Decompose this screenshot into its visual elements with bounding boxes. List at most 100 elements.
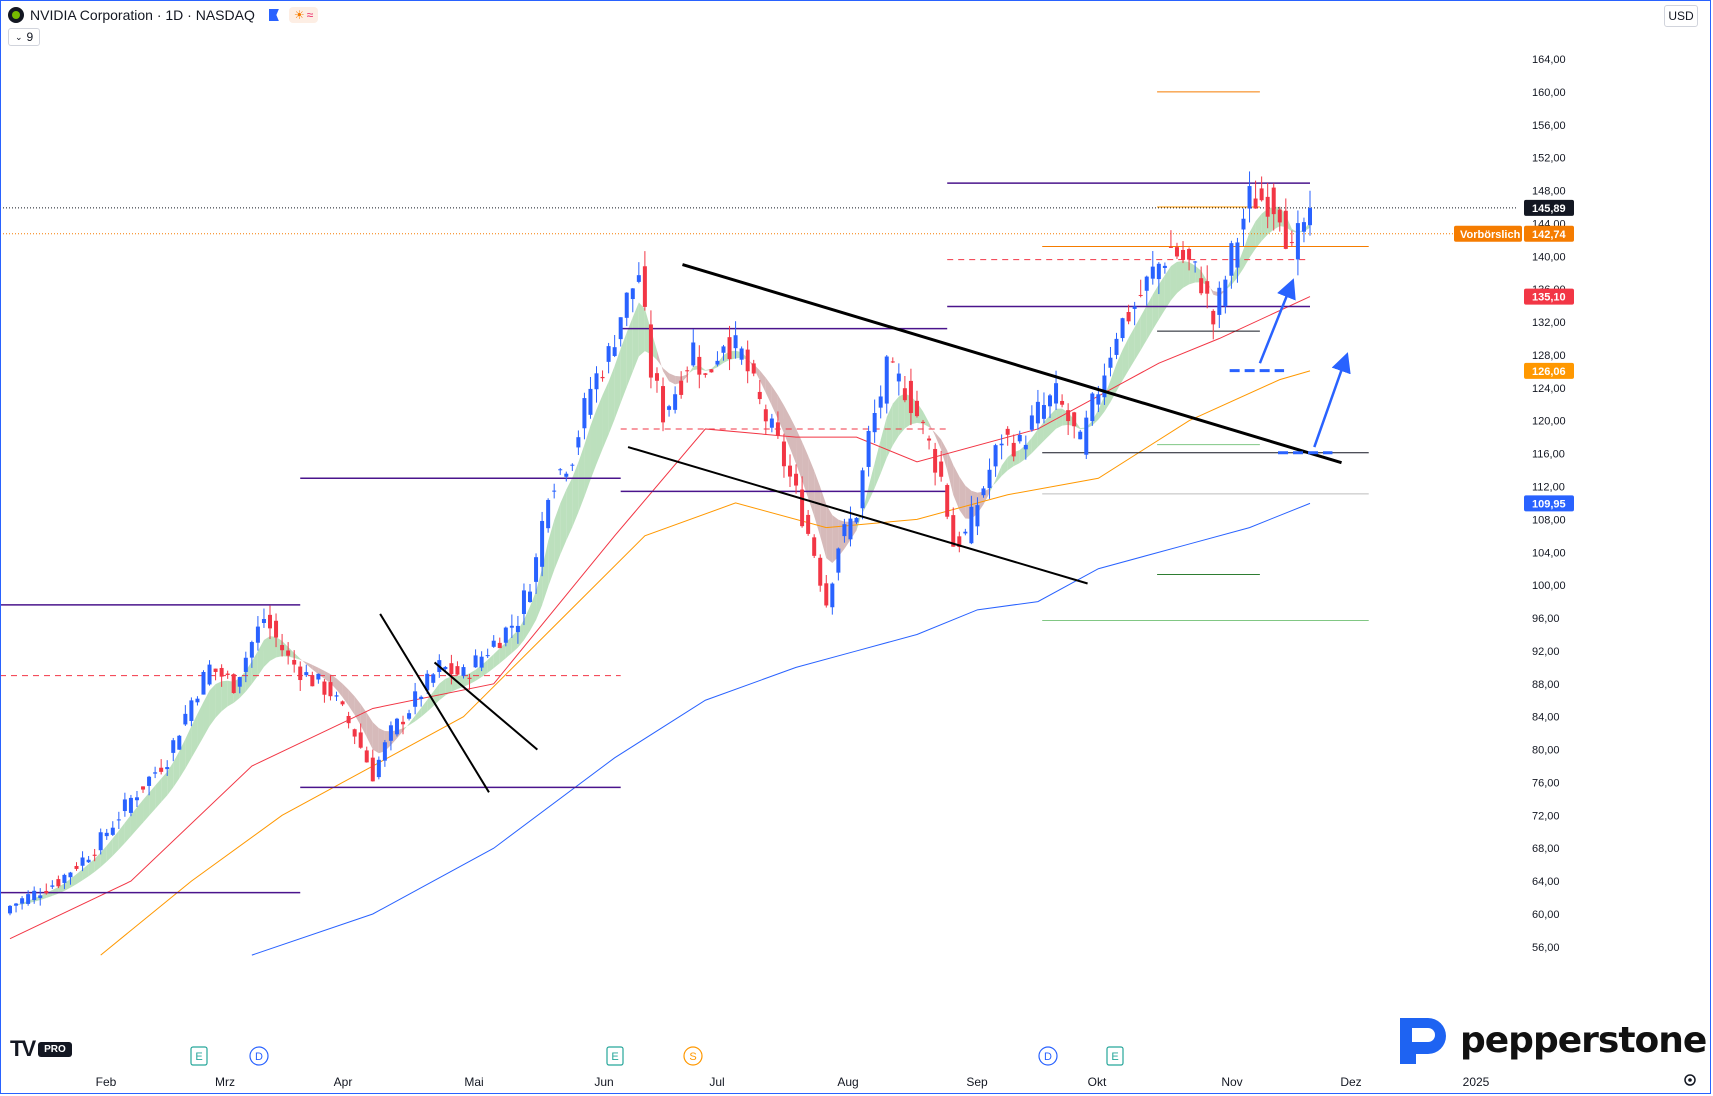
projection-arrow (1258, 278, 1296, 364)
candle-down (800, 489, 805, 527)
cloud-segment (185, 726, 192, 769)
cloud-segment (632, 302, 639, 372)
currency-button[interactable]: USD (1664, 5, 1698, 27)
cloud-segment (409, 715, 416, 726)
cloud-segment (705, 368, 712, 371)
candle-up (872, 413, 877, 433)
cloud-segment (1025, 437, 1032, 459)
cloud-segment (415, 707, 422, 722)
premarket-label-badge (1454, 225, 1522, 242)
cloud-segment (469, 669, 476, 685)
candle-down (268, 614, 272, 629)
candle-up (981, 488, 986, 496)
candle-up (1114, 338, 1119, 355)
cloud-segment (348, 689, 355, 715)
symbol-title[interactable]: NVIDIA Corporation · 1D · NASDAQ (30, 7, 255, 23)
time-tick-label: Dez (1340, 1075, 1361, 1089)
flag-icon[interactable] (268, 9, 279, 21)
price-tick-label: 64,00 (1532, 876, 1560, 888)
time-axis[interactable]: Feb Mrz Apr Mai Jun Jul Aug Sep Okt Nov Dez 2025 (96, 1075, 1490, 1089)
cloud-segment (620, 332, 627, 403)
cloud-segment (1176, 260, 1184, 294)
cloud-segment (1043, 415, 1050, 441)
candle-up (1029, 415, 1034, 430)
cloud-segment (868, 462, 875, 502)
candle-down (231, 674, 236, 693)
candle-down (328, 682, 333, 697)
cloud-segment (892, 396, 899, 446)
candle-down (219, 667, 224, 677)
price-tick-label: 100,00 (1532, 580, 1566, 592)
nvidia-logo-icon[interactable] (8, 7, 24, 23)
cloud-segment (759, 370, 766, 393)
price-badge (1524, 362, 1574, 379)
market-status-badge[interactable]: ☀ ≈ (288, 7, 319, 23)
cloud-segment (136, 799, 144, 830)
gear-icon[interactable] (1682, 1072, 1698, 1088)
trendlines[interactable] (379, 263, 1351, 793)
cloud-segment (372, 722, 379, 754)
indicator-count: 9 (26, 30, 34, 44)
candle-up (848, 518, 853, 540)
cloud-segment (1255, 213, 1262, 249)
candle-down (274, 620, 279, 638)
cloud-segment (771, 386, 778, 420)
horizontal-levels[interactable] (0, 91, 1517, 894)
price-tick-label: 112,00 (1532, 482, 1565, 494)
candlesticks[interactable] (8, 171, 1312, 916)
candle-up (394, 718, 399, 735)
price-tick-label: 68,00 (1532, 843, 1560, 855)
candle-down (364, 750, 369, 763)
cloud-segment (300, 658, 307, 665)
ema_mid-line (100, 370, 1311, 956)
candle-up (38, 895, 43, 899)
cloud-segment (112, 830, 119, 856)
legend-toggle-button[interactable]: ⌄ 9 (8, 28, 41, 46)
time-tick-label: Nov (1221, 1075, 1242, 1089)
candle-down (1066, 410, 1071, 422)
cloud-segment (1134, 316, 1141, 361)
price-tick-label: 156,00 (1532, 120, 1566, 132)
price-tick-label: 152,00 (1532, 153, 1566, 165)
candle-down (1205, 281, 1210, 294)
moving-averages (9, 296, 1311, 956)
candle-up (612, 347, 617, 356)
candle-up (969, 506, 974, 544)
candle-down (685, 370, 690, 372)
price-tick-label: 132,00 (1532, 317, 1566, 329)
candle-down (727, 337, 732, 360)
price-axis[interactable]: 56,00 60,00 64,00 68,00 72,00 76,00 80,00 84,00… (1532, 54, 1566, 954)
candle-up (854, 517, 859, 523)
candle-up (836, 548, 841, 573)
candle-up (116, 819, 121, 821)
projection-arrow (1313, 352, 1351, 448)
cloud-segment (602, 381, 609, 449)
split-marker (683, 1046, 703, 1066)
candle-down (370, 757, 375, 782)
price-tick-label: 148,00 (1532, 186, 1566, 198)
cloud-segment (765, 377, 772, 406)
cloud-segment (336, 678, 343, 698)
candle-down (467, 677, 472, 679)
candle-down (818, 557, 823, 586)
candle-up (673, 394, 678, 410)
candle-down (159, 767, 164, 772)
candle-up (1241, 218, 1246, 230)
candle-down (763, 409, 768, 422)
cloud-segment (626, 317, 633, 388)
candle-up (515, 625, 520, 633)
cloud-segment (306, 662, 313, 670)
price-badges: 145,89 142,74 Vorbörslich 135,10 126,06 109,9… (1454, 199, 1574, 512)
candle-down (1011, 442, 1016, 457)
candle-up (1247, 186, 1252, 209)
candle-up (1295, 223, 1300, 260)
time-tick-label: Apr (334, 1075, 353, 1089)
tv-logo-icon: TV (10, 1036, 36, 1061)
candle-down (600, 376, 605, 379)
candle-up (528, 591, 532, 603)
candle-up (1162, 265, 1167, 268)
candle-up (334, 695, 339, 697)
pepperstone-mark-icon (1400, 1018, 1446, 1064)
